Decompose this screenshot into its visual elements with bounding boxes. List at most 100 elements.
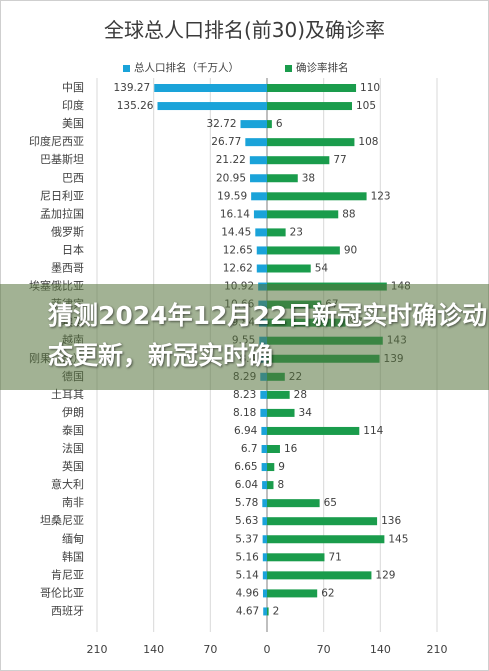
- population-value-label: 32.72: [206, 118, 236, 130]
- population-bar: [262, 589, 267, 598]
- category-label: 缅甸: [62, 531, 84, 545]
- confirmed-bar: [267, 102, 352, 111]
- confirmed-bar: [267, 517, 378, 526]
- category-label: 巴基斯坦: [40, 152, 84, 166]
- confirmed-value-label: 2: [273, 605, 280, 617]
- x-tick-label: 70: [317, 643, 331, 656]
- confirmed-bar: [267, 156, 330, 165]
- confirmed-bar: [267, 174, 298, 183]
- population-value-label: 6.04: [235, 479, 259, 491]
- headline-banner: [0, 284, 489, 390]
- population-bar: [262, 571, 267, 580]
- confirmed-bar: [267, 463, 275, 472]
- confirmed-bar: [267, 499, 320, 508]
- category-label: 印度: [62, 98, 84, 112]
- x-tick-label: 210: [427, 643, 448, 656]
- confirmed-value-label: 34: [299, 407, 313, 419]
- confirmed-value-label: 23: [290, 226, 303, 238]
- confirmed-bar: [267, 84, 357, 92]
- population-bar: [261, 463, 267, 472]
- x-tick-label: 140: [143, 643, 164, 656]
- category-label: 中国: [62, 81, 84, 94]
- population-value-label: 21.22: [216, 154, 246, 166]
- confirmed-bar: [267, 445, 280, 453]
- confirmed-bar: [267, 426, 360, 435]
- confirmed-value-label: 28: [294, 389, 307, 401]
- confirmed-value-label: 90: [344, 244, 357, 256]
- population-bar: [262, 535, 267, 544]
- confirmed-bar: [267, 120, 272, 129]
- population-value-label: 5.63: [235, 515, 258, 527]
- population-value-label: 8.23: [233, 389, 256, 401]
- legend-label-confirmed: 确诊率排名: [296, 61, 349, 74]
- population-value-label: 5.78: [235, 497, 258, 509]
- confirmed-value-label: 114: [363, 425, 383, 437]
- headline-text: 猜测2024年12月22日新冠实时确诊动态更新，新冠实时确: [48, 301, 488, 370]
- confirmed-value-label: 8: [277, 479, 284, 491]
- population-value-label: 5.14: [235, 569, 259, 581]
- population-bar: [253, 210, 267, 219]
- legend-swatch-population: [123, 65, 130, 72]
- confirmed-bar: [267, 571, 372, 580]
- category-label: 尼日利亚: [40, 189, 84, 202]
- x-tick-label: 70: [203, 643, 217, 656]
- x-tick-label: 0: [264, 643, 271, 656]
- confirmed-value-label: 110: [360, 82, 380, 94]
- population-bar: [250, 174, 267, 183]
- category-label: 美国: [62, 117, 84, 130]
- population-value-label: 14.45: [221, 226, 251, 238]
- confirmed-value-label: 136: [381, 515, 401, 527]
- population-value-label: 5.16: [235, 551, 259, 563]
- population-bar: [154, 84, 267, 92]
- population-bar: [256, 264, 267, 273]
- population-value-label: 139.27: [114, 82, 151, 94]
- population-value-label: 16.14: [220, 208, 250, 220]
- category-label: 西班牙: [51, 604, 84, 617]
- confirmed-bar: [267, 246, 340, 255]
- population-value-label: 19.59: [217, 190, 247, 202]
- category-label: 肯尼亚: [51, 568, 84, 581]
- population-value-label: 12.62: [223, 263, 253, 275]
- population-bar: [157, 102, 267, 111]
- category-label: 坦桑尼亚: [40, 513, 84, 527]
- category-label: 法国: [62, 441, 84, 455]
- confirmed-bar: [267, 589, 318, 598]
- category-label: 孟加拉国: [40, 206, 84, 220]
- population-value-label: 5.37: [235, 533, 258, 545]
- confirmed-value-label: 88: [342, 208, 355, 220]
- population-bar: [245, 138, 267, 147]
- category-label: 哥伦比亚: [40, 585, 84, 599]
- category-label: 巴西: [62, 171, 84, 184]
- population-bar: [261, 445, 267, 453]
- confirmed-bar: [267, 408, 295, 417]
- population-bar: [240, 120, 267, 129]
- confirmed-value-label: 62: [321, 587, 334, 599]
- population-value-label: 26.77: [211, 136, 241, 148]
- population-value-label: 12.65: [223, 244, 253, 256]
- population-value-label: 6.94: [234, 425, 258, 437]
- x-tick-label: 210: [87, 643, 108, 656]
- confirmed-value-label: 9: [278, 461, 285, 473]
- population-bar: [256, 246, 267, 255]
- population-bar: [260, 408, 267, 417]
- population-value-label: 135.26: [117, 100, 154, 112]
- category-label: 俄罗斯: [51, 225, 84, 238]
- population-bar: [262, 481, 267, 490]
- population-value-label: 6.65: [234, 461, 257, 473]
- confirmed-value-label: 54: [315, 263, 329, 275]
- legend-swatch-confirmed: [285, 65, 292, 72]
- confirmed-bar: [267, 264, 311, 273]
- confirmed-value-label: 145: [388, 533, 408, 545]
- category-label: 泰国: [62, 423, 84, 437]
- confirmed-value-label: 6: [276, 118, 283, 130]
- confirmed-value-label: 38: [302, 172, 315, 184]
- confirmed-value-label: 123: [371, 190, 391, 202]
- category-label: 土耳其: [51, 388, 84, 401]
- confirmed-value-label: 77: [333, 154, 346, 166]
- confirmed-bar: [267, 192, 367, 201]
- population-bar: [263, 607, 267, 616]
- population-bar: [251, 192, 267, 201]
- population-value-label: 8.18: [233, 407, 256, 419]
- confirmed-bar: [267, 210, 339, 219]
- population-value-label: 20.95: [216, 172, 246, 184]
